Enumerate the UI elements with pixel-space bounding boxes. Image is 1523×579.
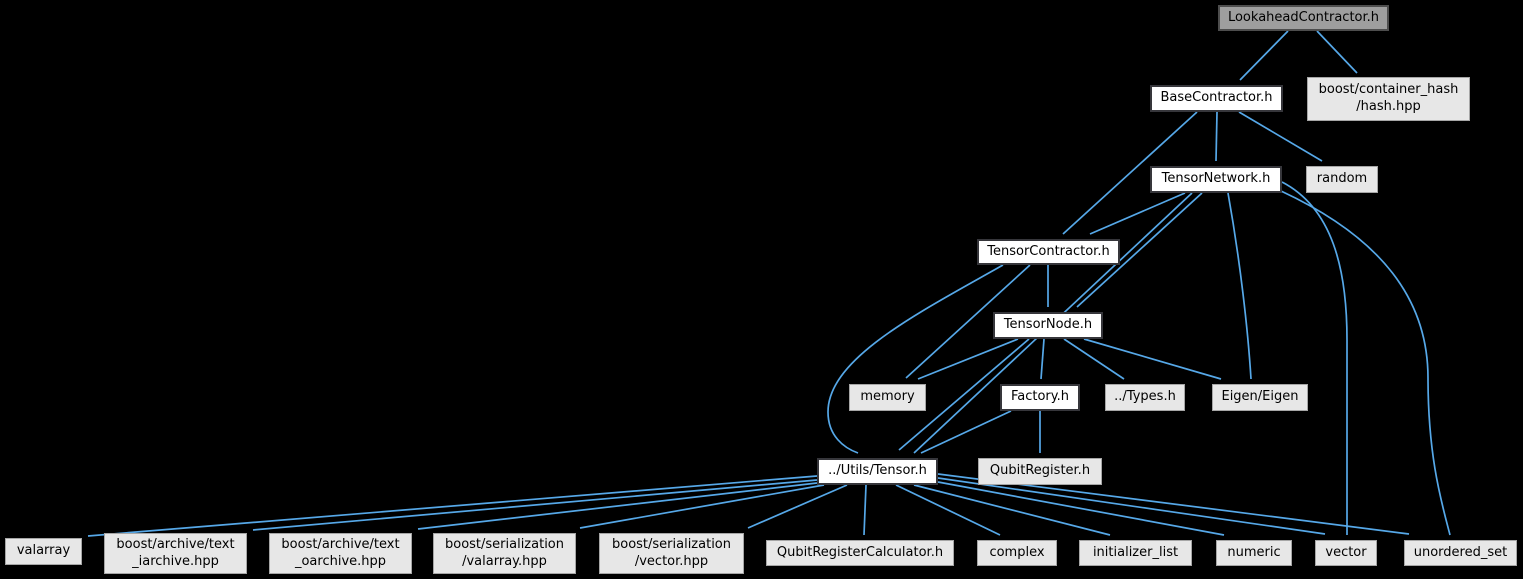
node-random: random bbox=[1306, 166, 1378, 193]
node-label: boost/archive/text bbox=[281, 536, 400, 552]
node-label: /valarray.hpp bbox=[462, 553, 547, 569]
edge-tensor-network-to-tensor-contractor bbox=[1089, 192, 1186, 235]
edge-utils-tensor-to-vector bbox=[937, 477, 1326, 535]
node-text-iarchive: boost/archive/text _iarchive.hpp bbox=[104, 533, 247, 574]
edge-utils-tensor-to-ser-vector bbox=[747, 484, 848, 529]
node-label: Factory.h bbox=[1010, 389, 1069, 405]
node-qr-calculator: QubitRegisterCalculator.h bbox=[766, 540, 954, 566]
node-tensor-contractor[interactable]: TensorContractor.h bbox=[977, 239, 1120, 265]
node-label: memory bbox=[860, 389, 915, 405]
node-eigen: Eigen/Eigen bbox=[1212, 384, 1308, 411]
node-label: ../Utils/Tensor.h bbox=[828, 463, 927, 479]
node-text-oarchive: boost/archive/text _oarchive.hpp bbox=[269, 533, 412, 574]
node-qubit-register: QubitRegister.h bbox=[978, 458, 1102, 485]
node-unordered-set: unordered_set bbox=[1404, 540, 1517, 566]
node-ser-vector: boost/serialization/vector.hpp bbox=[599, 533, 744, 574]
node-label: boost/serialization bbox=[611, 536, 732, 552]
node-label: boost/archive/text bbox=[116, 536, 235, 552]
edge-tensor-contractor-to-utils-tensor bbox=[827, 264, 1004, 454]
node-label: TensorNode.h bbox=[1003, 317, 1093, 333]
node-factory[interactable]: Factory.h bbox=[1000, 384, 1080, 411]
edge-tensor-node-to-factory bbox=[1040, 338, 1045, 380]
edge-tensor-node-to-types bbox=[1063, 338, 1125, 380]
node-memory: memory bbox=[849, 384, 926, 411]
node-label: boost/serialization bbox=[444, 536, 565, 552]
node-label: Eigen/Eigen bbox=[1221, 389, 1299, 405]
node-container-hash: boost/container_hash/hash.hpp bbox=[1307, 77, 1470, 121]
edge-utils-tensor-to-numeric bbox=[937, 481, 1225, 536]
node-label: vector bbox=[1325, 544, 1367, 560]
edge-tensor-network-to-vector bbox=[1281, 181, 1348, 535]
edge-tensor-network-to-unordered-set bbox=[1280, 190, 1451, 536]
node-vector: vector bbox=[1315, 540, 1377, 566]
edge-tensor-node-to-eigen bbox=[1083, 338, 1222, 380]
node-base-contractor[interactable]: BaseContractor.h bbox=[1150, 85, 1283, 112]
node-initializer-list: initializer_list bbox=[1079, 540, 1192, 566]
edge-base-contractor-to-random bbox=[1238, 111, 1323, 162]
node-numeric: numeric bbox=[1216, 540, 1292, 566]
node-valarray: valarray bbox=[5, 538, 82, 565]
node-label: QubitRegister.h bbox=[989, 463, 1091, 479]
node-label: _iarchive.hpp bbox=[132, 553, 219, 569]
node-label: /hash.hpp bbox=[1356, 99, 1421, 114]
edge-factory-to-utils-tensor bbox=[920, 410, 1012, 454]
edge-utils-tensor-to-complex bbox=[895, 484, 1001, 536]
node-utils-tensor[interactable]: ../Utils/Tensor.h bbox=[817, 458, 938, 485]
node-label: _oarchive.hpp bbox=[294, 553, 387, 569]
node-label: BaseContractor.h bbox=[1160, 90, 1273, 106]
edge-utils-tensor-to-valarray bbox=[87, 475, 818, 537]
node-label: valarray bbox=[16, 543, 71, 559]
node-label: ../Types.h bbox=[1114, 389, 1176, 405]
node-label: random bbox=[1316, 171, 1368, 187]
edge-lookahead-contractor-to-container-hash bbox=[1316, 30, 1358, 74]
node-label: TensorContractor.h bbox=[987, 243, 1110, 259]
edge-utils-tensor-to-text-oarchive bbox=[417, 482, 818, 530]
edge-base-contractor-to-tensor-contractor bbox=[1062, 111, 1198, 235]
edge-tensor-node-to-utils-tensor bbox=[898, 338, 1030, 451]
node-label: unordered_set bbox=[1413, 544, 1508, 560]
node-types: ../Types.h bbox=[1105, 384, 1185, 411]
edge-utils-tensor-to-qr-calculator bbox=[863, 484, 867, 536]
edge-utils-tensor-to-initializer-list bbox=[913, 484, 1111, 536]
node-label: boost/container_hash bbox=[1318, 82, 1459, 98]
node-tensor-node[interactable]: TensorNode.h bbox=[993, 312, 1103, 339]
edge-tensor-network-to-tensor-node bbox=[1076, 192, 1203, 308]
node-label: QubitRegisterCalculator.h bbox=[776, 544, 944, 560]
edge-tensor-node-to-memory bbox=[917, 338, 1019, 380]
node-label: initializer_list bbox=[1092, 544, 1179, 560]
node-lookahead-contractor: LookaheadContractor.h bbox=[1218, 5, 1389, 31]
node-label: numeric bbox=[1227, 544, 1281, 560]
edge-tensor-contractor-to-memory bbox=[905, 264, 1031, 379]
edge-tensor-network-to-eigen bbox=[1227, 192, 1252, 380]
node-label: /vector.hpp bbox=[634, 553, 709, 569]
node-label: complex bbox=[989, 544, 1045, 560]
edge-base-contractor-to-tensor-network bbox=[1215, 111, 1218, 162]
edge-utils-tensor-to-text-iarchive bbox=[252, 479, 818, 531]
edge-lookahead-contractor-to-base-contractor bbox=[1239, 30, 1289, 81]
edge-utils-tensor-to-ser-valarray bbox=[579, 484, 825, 529]
node-tensor-network[interactable]: TensorNetwork.h bbox=[1150, 166, 1282, 193]
node-label: LookaheadContractor.h bbox=[1227, 9, 1380, 25]
node-complex: complex bbox=[977, 540, 1057, 566]
node-ser-valarray: boost/serialization/valarray.hpp bbox=[433, 533, 576, 574]
node-label: TensorNetwork.h bbox=[1161, 171, 1271, 187]
